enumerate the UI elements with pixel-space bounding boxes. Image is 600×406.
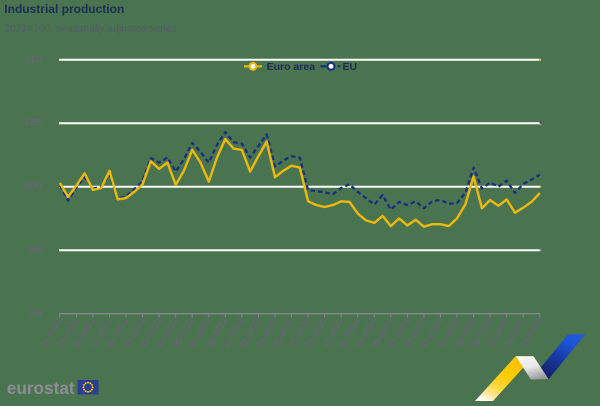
svg-text:Industrial production: Industrial production <box>4 2 124 16</box>
svg-text:EU: EU <box>343 61 358 73</box>
svg-text:90: 90 <box>30 307 42 319</box>
svg-text:eurostat: eurostat <box>7 378 75 398</box>
svg-text:2021=100, seasonally adjusted: 2021=100, seasonally adjusted series <box>4 24 177 35</box>
svg-text:Euro area: Euro area <box>267 61 316 73</box>
svg-text:95: 95 <box>30 244 42 256</box>
svg-text:110: 110 <box>24 53 41 65</box>
svg-text:105: 105 <box>24 117 42 129</box>
svg-text:100: 100 <box>24 180 42 192</box>
